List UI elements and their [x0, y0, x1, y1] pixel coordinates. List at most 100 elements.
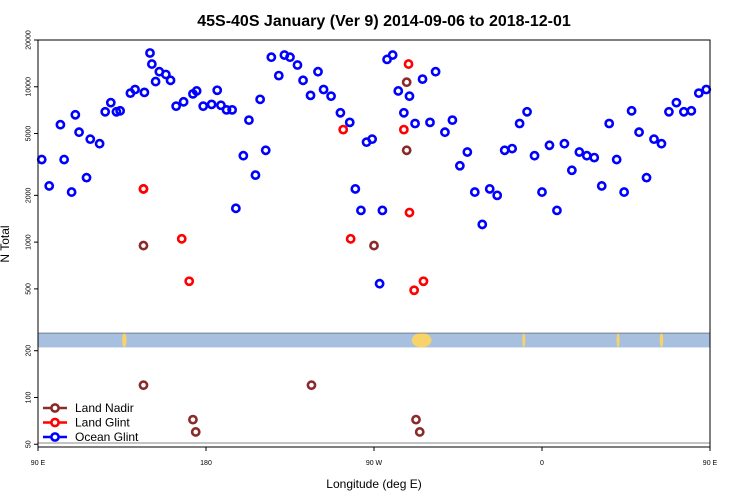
- y-tick-label: 50: [26, 440, 33, 448]
- point-land-glint: [138, 184, 149, 194]
- point-ocean-glint: [507, 143, 518, 154]
- point-ocean-glint: [559, 138, 570, 149]
- point-land-nadir: [138, 240, 149, 251]
- y-tick-label: 100: [26, 392, 33, 404]
- y-tick-label: 20000: [26, 30, 33, 50]
- point-land-glint: [418, 276, 429, 287]
- y-tick-label: 5000: [26, 126, 33, 142]
- x-axis: 90 E 180 90 W 0 90 E: [31, 447, 718, 467]
- point-ocean-glint: [604, 118, 615, 129]
- point-ocean-glint: [230, 203, 241, 214]
- point-ocean-glint: [212, 85, 223, 96]
- point-ocean-glint: [430, 66, 441, 77]
- point-ocean-glint: [374, 278, 385, 289]
- point-ocean-glint: [641, 172, 652, 183]
- point-ocean-glint: [447, 115, 458, 126]
- point-ocean-glint: [260, 145, 271, 156]
- point-ocean-glint: [440, 127, 450, 138]
- x-tick-label: 0: [540, 460, 544, 467]
- point-land-nadir: [306, 380, 317, 391]
- legend-marker: [50, 432, 60, 442]
- point-ocean-glint: [216, 100, 226, 111]
- point-ocean-glint: [146, 59, 157, 69]
- x-axis-label: Longitude (deg E): [326, 477, 421, 491]
- point-ocean-glint: [335, 107, 346, 118]
- point-ocean-glint: [150, 76, 161, 87]
- point-land-glint: [403, 59, 414, 69]
- point-ocean-glint: [393, 86, 404, 96]
- point-ocean-glint: [313, 66, 323, 77]
- point-ocean-glint: [305, 90, 316, 101]
- point-ocean-glint: [634, 127, 644, 138]
- legend-label: Ocean Glint: [75, 430, 139, 444]
- point-ocean-glint: [238, 150, 249, 161]
- point-ocean-glint: [462, 147, 473, 157]
- point-ocean-glint: [544, 140, 555, 151]
- point-ocean-glint: [139, 87, 150, 98]
- point-ocean-glint: [81, 172, 92, 183]
- point-ocean-glint: [693, 88, 704, 99]
- point-ocean-glint: [492, 190, 503, 201]
- point-ocean-glint: [686, 105, 697, 116]
- point-ocean-glint: [656, 138, 667, 149]
- point-ocean-glint: [66, 187, 77, 197]
- point-ocean-glint: [469, 187, 480, 197]
- legend-label: Land Nadir: [75, 401, 134, 415]
- y-tick-label: 1000: [26, 234, 33, 250]
- point-ocean-glint: [596, 181, 607, 191]
- point-ocean-glint: [350, 184, 361, 194]
- point-land-nadir: [138, 380, 149, 391]
- plot-frame: [37, 39, 711, 448]
- point-ocean-glint: [145, 48, 155, 58]
- point-ocean-glint: [377, 205, 388, 216]
- point-ocean-glint: [171, 101, 182, 112]
- point-ocean-glint: [227, 104, 238, 115]
- point-ocean-glint: [59, 154, 70, 165]
- point-land-nadir: [188, 414, 198, 425]
- point-ocean-glint: [589, 152, 600, 163]
- point-land-glint: [176, 233, 187, 244]
- map-land: [122, 333, 127, 348]
- point-ocean-glint: [94, 138, 105, 149]
- point-land-glint: [398, 124, 409, 135]
- point-ocean-glint: [292, 60, 303, 70]
- point-ocean-glint: [574, 147, 585, 157]
- point-land-nadir: [411, 414, 421, 425]
- point-ocean-glint: [130, 84, 140, 95]
- map-land: [411, 333, 432, 348]
- point-ocean-glint: [387, 50, 398, 60]
- map-ocean: [38, 333, 710, 348]
- point-ocean-glint: [626, 105, 637, 116]
- x-tick-label: 180: [200, 460, 212, 467]
- point-ocean-glint: [160, 69, 171, 80]
- point-ocean-glint: [410, 118, 420, 129]
- point-ocean-glint: [44, 181, 55, 191]
- map-land: [522, 333, 526, 348]
- point-land-glint: [404, 207, 415, 218]
- point-ocean-glint: [477, 219, 488, 230]
- y-tick-label: 200: [26, 345, 33, 357]
- legend-marker: [50, 403, 60, 413]
- point-ocean-glint: [417, 74, 428, 85]
- point-land-nadir: [401, 145, 412, 156]
- data-points: [36, 48, 712, 437]
- x-tick-label: 90 E: [31, 460, 46, 467]
- y-axis-label: N Total: [0, 225, 12, 262]
- point-land-glint: [345, 233, 356, 244]
- point-ocean-glint: [649, 134, 659, 145]
- point-ocean-glint: [529, 150, 540, 161]
- point-ocean-glint: [619, 187, 630, 197]
- point-ocean-glint: [537, 187, 547, 197]
- point-ocean-glint: [85, 134, 96, 145]
- point-ocean-glint: [664, 106, 674, 117]
- y-tick-label: 10000: [26, 77, 33, 97]
- map-band: [38, 332, 710, 444]
- point-ocean-glint: [701, 84, 712, 95]
- point-ocean-glint: [552, 205, 562, 216]
- point-ocean-glint: [165, 75, 176, 86]
- point-ocean-glint: [250, 170, 261, 181]
- x-tick-label: 90 W: [366, 460, 383, 467]
- point-ocean-glint: [105, 97, 116, 108]
- legend-marker: [50, 417, 60, 428]
